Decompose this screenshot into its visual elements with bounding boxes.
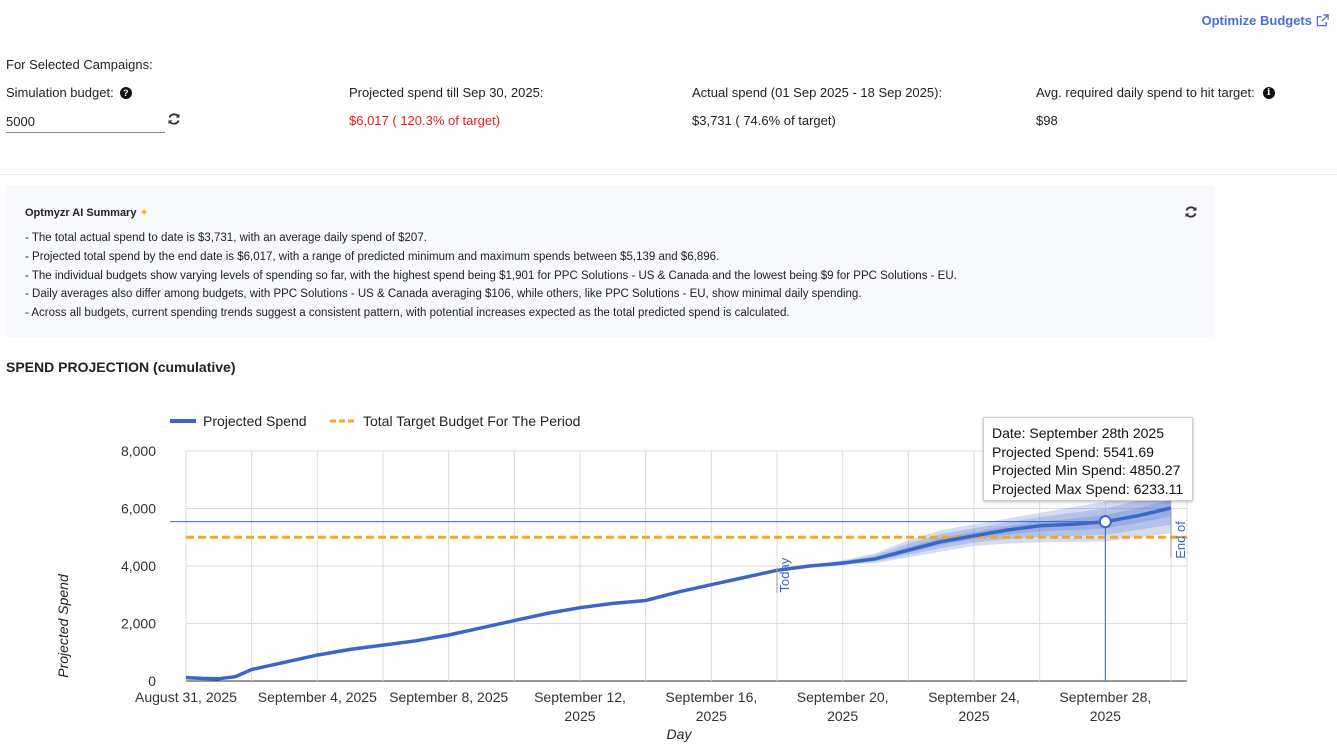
confidence-band: [777, 482, 1171, 571]
avg-daily-spend-label: Avg. required daily spend to hit target:…: [1036, 85, 1275, 100]
y-axis-title: Projected Spend: [55, 573, 71, 678]
highlight-point: [1098, 515, 1112, 529]
y-tick-label: 6,000: [121, 501, 156, 517]
ai-summary-title: Optmyzr AI Summary ✦: [25, 207, 149, 219]
legend-label-projected: Projected Spend: [203, 413, 307, 429]
tooltip-max: Projected Max Spend: 6233.11: [992, 480, 1184, 497]
optimize-budgets-link[interactable]: Optimize Budgets: [1201, 13, 1329, 28]
tooltip-projected: Projected Spend: 5541.69: [992, 443, 1154, 460]
y-tick-label: 8,000: [121, 443, 156, 459]
simulation-budget-input[interactable]: [6, 110, 165, 133]
summary-line: - Daily averages also differ among budge…: [25, 288, 862, 301]
info-icon[interactable]: i: [1262, 86, 1275, 99]
actual-spend-label: Actual spend (01 Sep 2025 - 18 Sep 2025)…: [692, 85, 943, 100]
x-tick-label: 2025: [827, 708, 858, 724]
x-tick-label: September 28,: [1059, 689, 1151, 705]
optimize-budgets-label: Optimize Budgets: [1201, 13, 1312, 28]
simulation-budget-label: Simulation budget:?: [6, 85, 132, 100]
actual-spend-value: $3,731 ( 74.6% of target): [692, 113, 836, 128]
x-tick-label: September 12,: [534, 689, 626, 705]
summary-line: - Projected total spend by the end date …: [25, 250, 720, 263]
x-tick-label: 2025: [958, 708, 989, 724]
spend-projection-chart: 0 2,000 4,000 6,000 8,000 August 31, 2025 Sept…: [55, 413, 1188, 742]
x-tick-label: 2025: [696, 708, 727, 724]
today-marker-label: Today: [777, 557, 792, 592]
x-tick-label: 2025: [1090, 708, 1121, 724]
tooltip-min: Projected Min Spend: 4850.27: [992, 462, 1181, 479]
x-tick-label: August 31, 2025: [135, 689, 237, 705]
sparkle-icon: ✦: [139, 207, 149, 219]
summary-line: - The individual budgets show varying le…: [25, 269, 957, 282]
confidence-band: [777, 491, 1171, 571]
projected-spend-label: Projected spend till Sep 30, 2025:: [349, 85, 544, 100]
x-tick-label: September 4, 2025: [258, 689, 377, 705]
x-tick-label: September 8, 2025: [389, 689, 508, 705]
y-tick-label: 0: [148, 673, 156, 689]
summary-line: - The total actual spend to date is $3,7…: [25, 232, 427, 244]
x-tick-label: September 24,: [928, 689, 1020, 705]
divider: [0, 174, 1337, 175]
x-tick-label: 2025: [564, 708, 595, 724]
help-icon[interactable]: ?: [119, 86, 132, 99]
external-link-icon: [1316, 14, 1329, 27]
x-tick-label: September 20,: [797, 689, 889, 705]
ai-summary-text: - The total actual spend to date is $3,7…: [25, 229, 957, 323]
end-marker-label: End of: [1173, 521, 1188, 559]
refresh-summary-icon[interactable]: [1184, 205, 1198, 219]
y-tick-label: 4,000: [121, 558, 156, 574]
summary-line: - Across all budgets, current spending t…: [25, 307, 790, 320]
projected-spend-line: [185, 506, 1172, 681]
refresh-icon[interactable]: [167, 112, 181, 126]
ai-summary-panel: Optmyzr AI Summary ✦ - The total actual s…: [6, 185, 1215, 337]
chart-tooltip: Date: September 28th 2025 Projected Spen…: [983, 417, 1193, 501]
x-tick-label: September 16,: [665, 689, 757, 705]
tooltip-date: Date: September 28th 2025: [992, 425, 1165, 441]
for-selected-campaigns-label: For Selected Campaigns:: [6, 57, 153, 72]
x-axis-title: Day: [667, 726, 693, 742]
y-tick-label: 2,000: [121, 616, 156, 632]
projected-spend-value: $6,017 ( 120.3% of target): [349, 113, 501, 128]
section-title: SPEND PROJECTION (cumulative): [6, 359, 236, 375]
legend-label-target: Total Target Budget For The Period: [363, 413, 580, 429]
avg-daily-spend-value: $98: [1036, 113, 1058, 128]
